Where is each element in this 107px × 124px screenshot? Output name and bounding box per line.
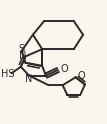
Text: S: S	[18, 44, 24, 54]
Text: N: N	[25, 74, 32, 84]
Text: HS: HS	[1, 69, 14, 79]
Text: O: O	[60, 64, 68, 74]
Text: N: N	[19, 51, 26, 61]
Text: O: O	[78, 71, 85, 81]
